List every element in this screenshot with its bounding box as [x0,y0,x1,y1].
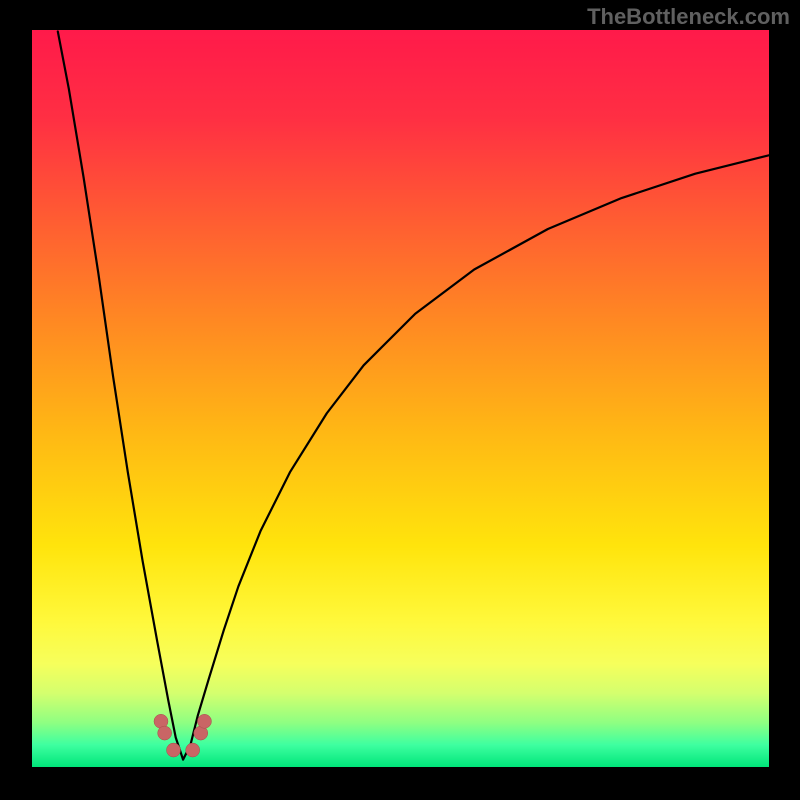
watermark-text: TheBottleneck.com [587,4,790,30]
marker-layer [32,30,769,767]
data-marker [158,726,172,740]
data-marker [186,743,200,757]
data-marker [167,743,181,757]
data-marker [197,714,211,728]
chart-root: TheBottleneck.com [0,0,800,800]
plot-area [32,30,769,767]
